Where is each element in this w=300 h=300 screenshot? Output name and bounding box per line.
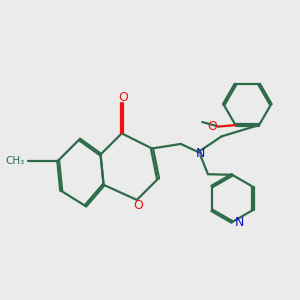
Text: CH₃: CH₃ xyxy=(6,156,25,166)
Text: N: N xyxy=(196,146,205,160)
Text: O: O xyxy=(118,91,128,104)
Text: N: N xyxy=(235,215,244,229)
Text: O: O xyxy=(134,199,143,212)
Text: O: O xyxy=(208,120,217,133)
